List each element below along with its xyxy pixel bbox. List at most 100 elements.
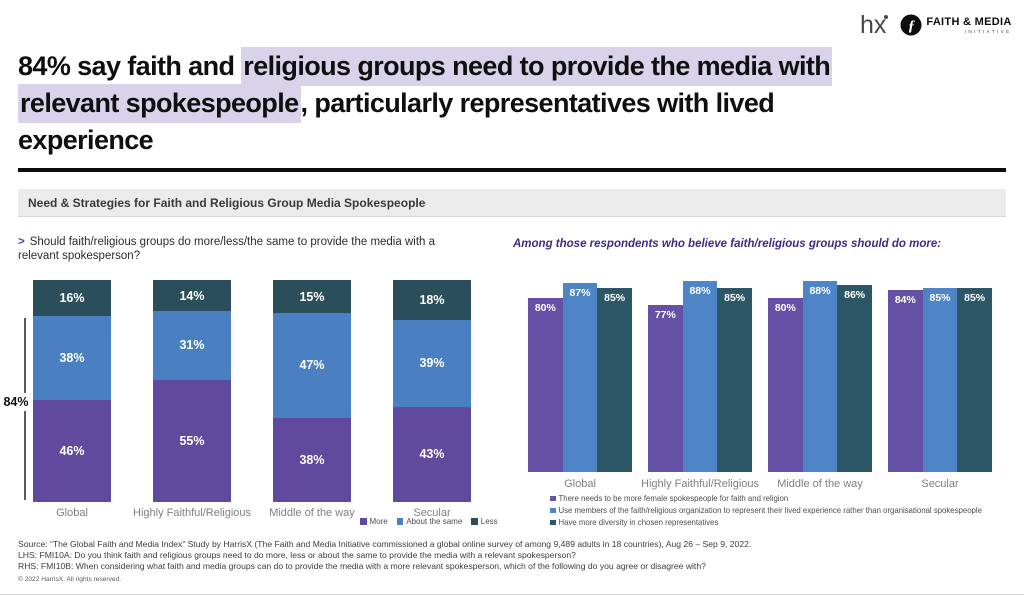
bar-value-label: 86%	[844, 289, 866, 302]
faith-media-logo-icon: ƒ	[900, 14, 922, 36]
harrisx-logo-dot-icon	[884, 15, 888, 19]
bar-segment: 18%	[393, 280, 471, 320]
legend-item: About the same	[396, 517, 463, 526]
section-header-bar: Need & Strategies for Faith and Religiou…	[18, 189, 1006, 217]
bar-value-label: 39%	[419, 356, 445, 371]
bar-segment: 14%	[153, 280, 231, 312]
bar-value-label: 31%	[179, 338, 205, 353]
grouped-bar: 77%	[648, 304, 683, 472]
faith-media-logo: ƒ FAITH & MEDIA INITIATIVE	[900, 14, 1011, 36]
faith-media-logo-text: FAITH & MEDIA INITIATIVE	[926, 16, 1011, 34]
stacked-bar: 14% 31% 55%	[153, 280, 231, 502]
rhs-category-labels: Global Highly Faithful/Religious Middle of…	[528, 478, 992, 492]
svg-text:ƒ: ƒ	[908, 18, 916, 34]
bar-value-label: 88%	[809, 285, 831, 298]
lhs-chart-bars: 16% 38% 46% 14% 31% 55% 15% 47% 38% 18% 39% 43%	[33, 280, 473, 502]
bar-segment: 39%	[393, 319, 471, 407]
bar-segment: 43%	[393, 406, 471, 502]
legend-item: Use members of the faith/religious organ…	[550, 506, 982, 515]
rhs-chart-bars: 80% 87% 85% 77% 88% 85% 80% 88% 86% 84% 85% 85%	[528, 255, 992, 472]
source-note: Source: “The Global Faith and Media Inde…	[18, 539, 752, 549]
section-header-label: Need & Strategies for Faith and Religiou…	[28, 195, 426, 210]
bar-value-label: 85%	[929, 291, 951, 304]
legend-swatch	[550, 495, 556, 502]
legend-label: Use members of the faith/religious organ…	[558, 506, 982, 515]
grouped-bar: 88%	[682, 281, 718, 472]
legend-item: Have more diversity in chosen representa…	[550, 518, 982, 527]
legend-swatch	[396, 518, 404, 525]
legend-label: Less	[480, 517, 498, 526]
bar-group: 80% 87% 85%	[528, 283, 632, 472]
rhs-note: RHS: FMI10B: When considering what faith…	[18, 561, 706, 571]
grouped-bar: 85%	[957, 287, 992, 472]
bar-value-label: 18%	[419, 292, 445, 307]
bar-value-label: 14%	[179, 288, 205, 303]
bar-segment: 38%	[273, 417, 351, 502]
bar-value-label: 84%	[894, 293, 916, 306]
category-label: Global	[564, 478, 596, 490]
legend-label: About the same	[406, 517, 463, 526]
category-label: Highly Faithful/Religious	[641, 478, 759, 490]
legend-swatch	[550, 519, 556, 526]
bar-group: 84% 85% 85%	[888, 287, 992, 472]
bar-value-label: 85%	[964, 291, 986, 304]
legend-swatch	[550, 507, 556, 514]
bar-segment: 55%	[153, 379, 231, 502]
bar-value-label: 85%	[604, 291, 626, 304]
lhs-note: LHS: FMI10A: Do you think faith and reli…	[18, 550, 576, 560]
rhs-legend: There needs to be more female spokespeop…	[550, 494, 982, 527]
bar-group: 80% 88% 86%	[768, 281, 872, 472]
grouped-bar: 86%	[837, 285, 872, 472]
category-label: Secular	[413, 507, 451, 519]
bar-segment: 16%	[33, 280, 111, 316]
harrisx-logo-text: hx	[860, 11, 887, 39]
grouped-bar: 87%	[562, 283, 598, 472]
bar-value-label: 85%	[724, 291, 746, 304]
lhs-question-text: Should faith/religious groups do more/le…	[18, 236, 435, 262]
stacked-bar: 15% 47% 38%	[273, 280, 351, 502]
legend-label: More	[369, 517, 388, 526]
copyright-note: © 2022 HarrisX. All rights reserved.	[18, 576, 122, 583]
category-label: Middle of the way	[777, 478, 863, 490]
category-label: Secular	[921, 478, 959, 490]
title-plain-3: experience	[18, 125, 154, 155]
title-divider	[18, 168, 1006, 172]
title-plain-2: , particularly representatives with live…	[300, 88, 775, 118]
bar-value-label: 38%	[59, 350, 85, 365]
bar-value-label: 77%	[654, 308, 676, 321]
title-highlight-1: religious groups need to provide the med…	[241, 47, 833, 86]
bottom-divider	[0, 594, 1024, 595]
grouped-bar: 85%	[922, 287, 958, 472]
grouped-bar: 80%	[528, 298, 563, 472]
title-plain-1: 84% say faith and	[18, 51, 242, 81]
bar-value-label: 15%	[299, 289, 325, 304]
bar-value-label: 55%	[179, 433, 205, 448]
category-label: Global	[56, 507, 88, 519]
lhs-legend: More About the same Less	[360, 517, 498, 526]
grouped-bar: 85%	[597, 287, 632, 472]
bar-value-label: 80%	[774, 302, 796, 315]
footer-notes: Source: “The Global Faith and Media Inde…	[18, 539, 1013, 572]
bar-segment: 31%	[153, 311, 231, 380]
logo-row: hx ƒ FAITH & MEDIA INITIATIVE	[860, 12, 1012, 38]
bar-value-label: 88%	[689, 285, 711, 298]
grouped-bar: 80%	[768, 298, 803, 472]
bar-value-label: 80%	[534, 302, 556, 315]
question-marker: >	[18, 236, 25, 248]
stacked-bar: 18% 39% 43%	[393, 280, 471, 502]
faith-media-name: FAITH & MEDIA	[926, 16, 1012, 28]
grouped-bar: 84%	[888, 289, 923, 472]
bar-segment: 15%	[273, 280, 351, 314]
legend-label: There needs to be more female spokespeop…	[558, 494, 789, 503]
legend-swatch	[360, 518, 367, 525]
category-label: Highly Faithful/Religious	[133, 507, 251, 519]
bar-segment: 46%	[33, 399, 111, 502]
page-title: 84% say faith and religious groups need …	[18, 47, 993, 159]
bar-value-label: 38%	[299, 452, 325, 467]
title-highlight-2: relevant spokespeople	[18, 84, 301, 123]
legend-item: There needs to be more female spokespeop…	[550, 494, 982, 503]
lhs-category-labels: Global Highly Faithful/Religious Middle of…	[33, 507, 473, 521]
rhs-chart-title: Among those respondents who believe fait…	[513, 238, 942, 250]
legend-item: More	[360, 517, 388, 526]
